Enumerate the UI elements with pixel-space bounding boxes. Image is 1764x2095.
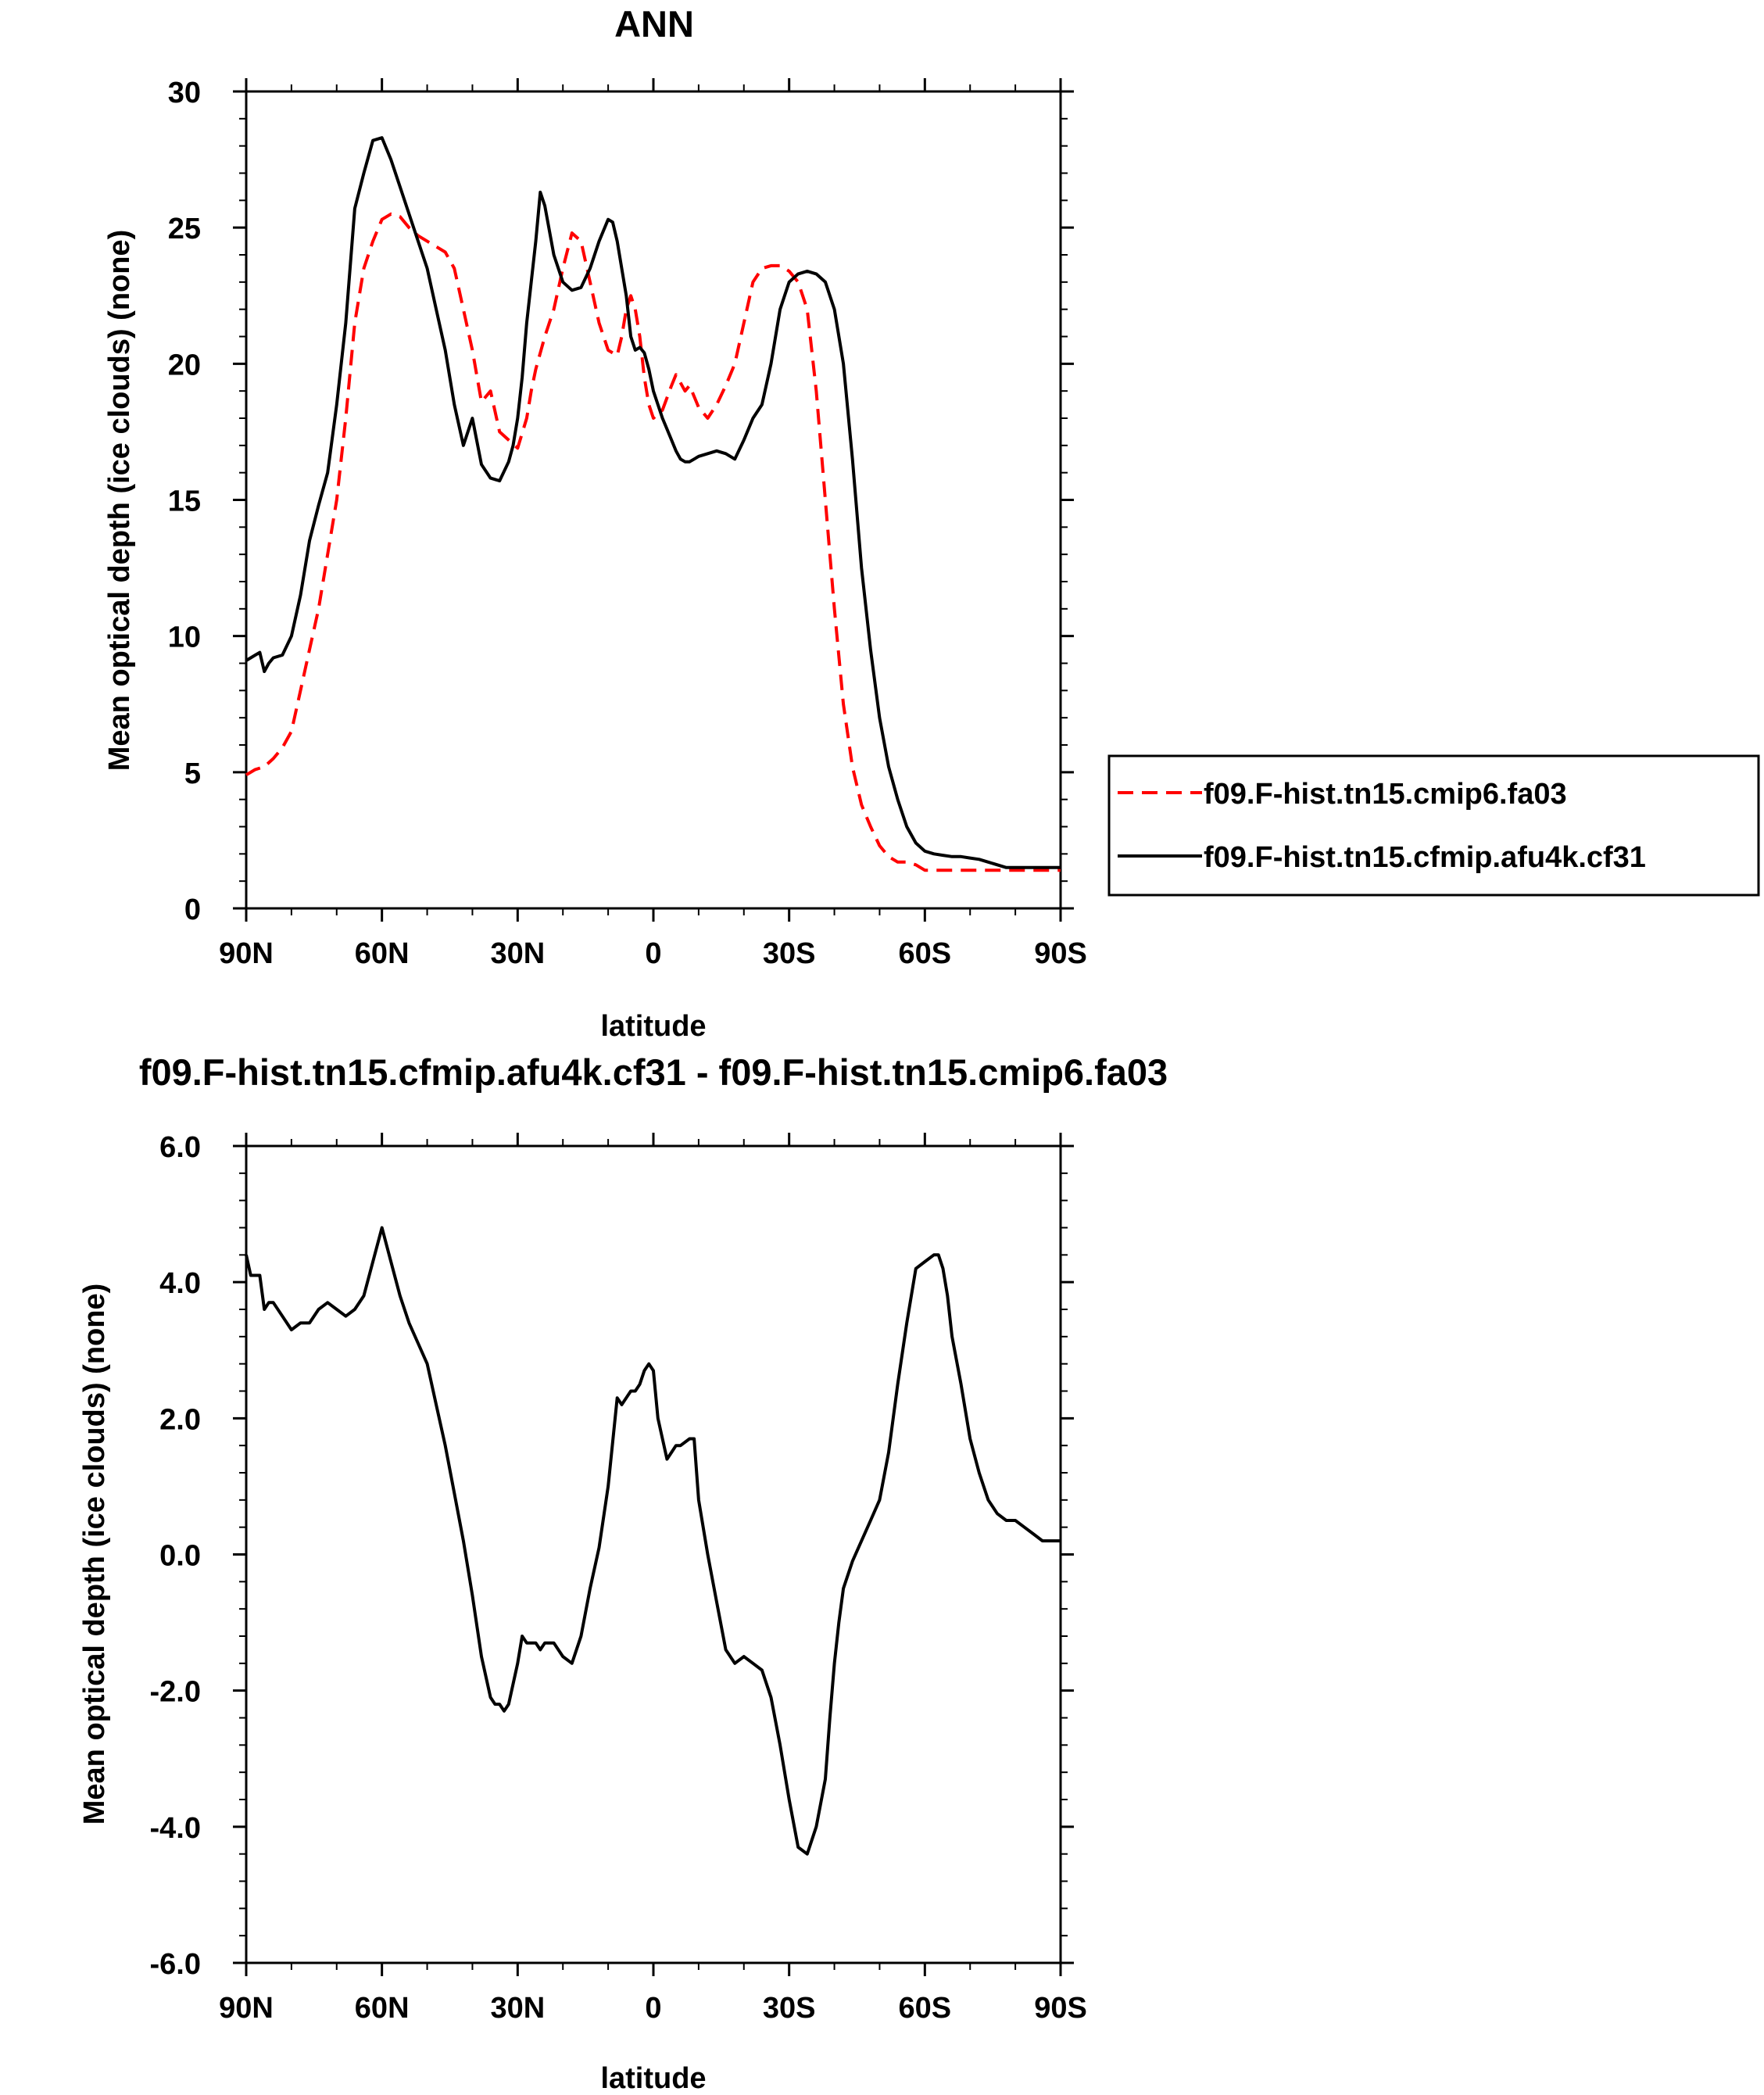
- x-tick-label: 60N: [355, 1992, 410, 2025]
- x-tick-label: 60N: [355, 937, 410, 970]
- y-tick-label: 6.0: [159, 1131, 201, 1164]
- y-tick-label: 2.0: [159, 1403, 201, 1436]
- top-x-axis-label: latitude: [600, 1010, 706, 1043]
- legend-box: [1107, 754, 1760, 897]
- bottom-x-axis-label: latitude: [600, 2062, 706, 2095]
- y-tick-label: -4.0: [150, 1812, 201, 1845]
- bottom-y-axis-label: Mean optical depth (ice clouds) (none): [78, 1284, 111, 1825]
- series-line-1: [245, 212, 1061, 872]
- y-tick-label: 0.0: [159, 1540, 201, 1573]
- y-tick-label: -2.0: [150, 1676, 201, 1709]
- y-tick-label: 15: [168, 485, 201, 518]
- bottom-plot-frame: [245, 1144, 1062, 1964]
- top-panel: ANN 90N 60N 30N 0 30S 60S 90S 0 5 10 15 20 25 30 lat…: [103, 3, 1760, 1043]
- x-tick-label: 0: [645, 1992, 661, 2025]
- series-line-1: [245, 1226, 1061, 1856]
- y-tick-label: -6.0: [150, 1948, 201, 1981]
- x-tick-label: 30N: [490, 937, 545, 970]
- y-tick-label: 5: [184, 757, 201, 790]
- bottom-major-ticks: [233, 1133, 1074, 1976]
- bottom-series-lines: [245, 1226, 1061, 1856]
- y-tick-label: 10: [168, 621, 201, 654]
- x-tick-label: 30N: [490, 1992, 545, 2025]
- x-tick-label: 30S: [763, 937, 816, 970]
- x-tick-label: 90N: [219, 1992, 274, 2025]
- bottom-minor-ticks: [239, 1139, 1068, 1970]
- series-line-2: [245, 136, 1061, 869]
- legend-label-series-1: f09.F-hist.tn15.cmip6.fa03: [1204, 778, 1567, 811]
- legend-label-series-2: f09.F-hist.tn15.cfmip.afu4k.cf31: [1204, 841, 1646, 874]
- x-tick-label: 90S: [1034, 937, 1087, 970]
- top-chart-title: ANN: [614, 3, 694, 45]
- top-plot-frame: [245, 90, 1062, 910]
- y-tick-label: 4.0: [159, 1267, 201, 1300]
- top-major-ticks: [233, 78, 1074, 922]
- top-y-tick-labels: 0 5 10 15 20 25 30: [168, 77, 201, 926]
- y-tick-label: 0: [184, 894, 201, 926]
- x-tick-label: 30S: [763, 1992, 816, 2025]
- x-tick-label: 0: [645, 937, 661, 970]
- y-tick-label: 30: [168, 77, 201, 109]
- bottom-chart-title: f09.F-hist.tn15.cfmip.afu4k.cf31 - f09.F…: [139, 1051, 1168, 1093]
- top-y-axis-label: Mean optical depth (ice clouds) (none): [103, 230, 136, 771]
- x-tick-label: 90N: [219, 937, 274, 970]
- bottom-y-tick-labels: -6.0 -4.0 -2.0 0.0 2.0 4.0 6.0: [150, 1131, 201, 1981]
- top-x-tick-labels: 90N 60N 30N 0 30S 60S 90S: [219, 937, 1087, 970]
- x-tick-label: 60S: [899, 1992, 952, 2025]
- bottom-x-tick-labels: 90N 60N 30N 0 30S 60S 90S: [219, 1992, 1087, 2025]
- legend: f09.F-hist.tn15.cmip6.fa03 f09.F-hist.tn…: [1107, 754, 1760, 897]
- y-tick-label: 20: [168, 349, 201, 381]
- x-tick-label: 60S: [899, 937, 952, 970]
- x-tick-label: 90S: [1034, 1992, 1087, 2025]
- top-series-lines: [245, 136, 1061, 872]
- y-tick-label: 25: [168, 213, 201, 245]
- bottom-panel: f09.F-hist.tn15.cfmip.afu4k.cf31 - f09.F…: [78, 1051, 1168, 2095]
- top-minor-ticks: [239, 84, 1068, 915]
